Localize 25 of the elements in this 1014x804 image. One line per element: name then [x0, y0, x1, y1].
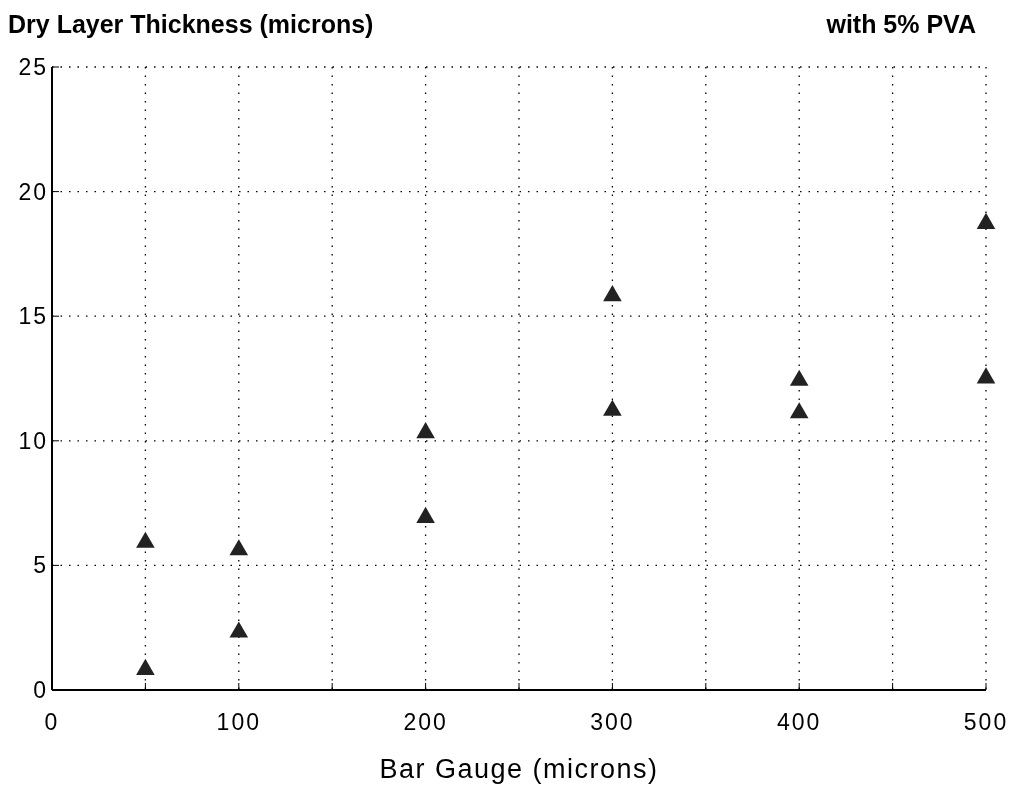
y-tick-label: 10: [18, 427, 48, 454]
y-tick-label: 15: [18, 303, 48, 330]
point: [136, 658, 155, 675]
point: [229, 621, 249, 638]
point: [416, 506, 435, 523]
chart-title: Dry Layer Thickness (microns): [8, 10, 374, 38]
point: [789, 369, 809, 386]
y-tick-label: 0: [33, 677, 48, 703]
x-tick-label: 100: [216, 709, 261, 735]
point: [229, 539, 249, 556]
x-axis-title: Bar Gauge (microns): [379, 754, 659, 784]
point: [976, 212, 996, 229]
x-tick-label: 300: [590, 709, 635, 735]
point: [603, 399, 622, 416]
chart-subtitle: with 5% PVA: [825, 10, 976, 38]
x-tick-label: 200: [403, 709, 448, 735]
point: [789, 402, 809, 419]
point: [416, 422, 435, 439]
x-tick-label: 400: [777, 709, 822, 735]
point: [976, 367, 996, 384]
y-tick-label: 5: [33, 552, 48, 579]
point: [603, 285, 622, 302]
y-tick-label: 25: [18, 54, 48, 80]
y-tick-label: 20: [18, 178, 48, 205]
point: [136, 531, 155, 548]
